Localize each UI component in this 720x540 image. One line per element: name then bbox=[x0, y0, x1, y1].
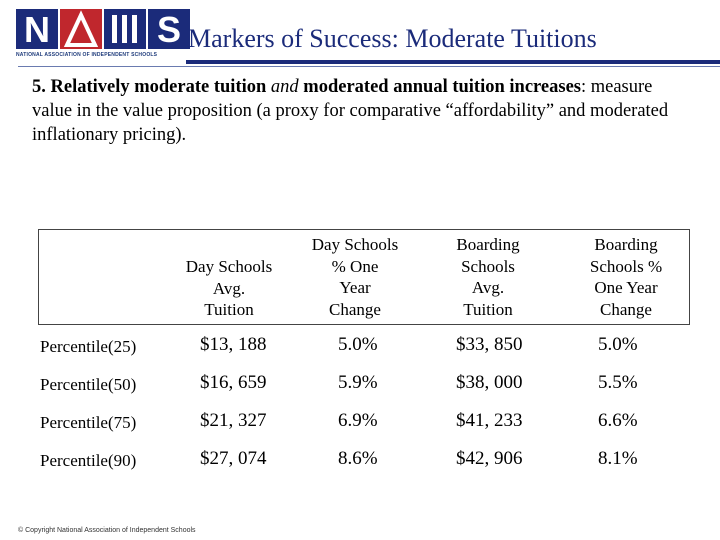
table-cell: $41, 233 bbox=[456, 410, 523, 431]
table-cell: 6.9% bbox=[338, 410, 378, 431]
table-cell: $16, 659 bbox=[200, 372, 267, 393]
table-cell: $42, 906 bbox=[456, 448, 523, 469]
intro-lead-1: 5. Relatively moderate tuition bbox=[32, 77, 271, 97]
copyright-footer: © Copyright National Association of Inde… bbox=[18, 527, 196, 534]
slide-header: N S NATIONAL ASSOCIATION OF INDEPENDENT … bbox=[0, 0, 720, 67]
table-cell: 5.9% bbox=[338, 372, 378, 393]
col-header-boarding-change: Boarding Schools % One Year Change bbox=[589, 235, 663, 319]
nais-logo-icon: N S bbox=[16, 9, 190, 50]
col-header-day-change: Day Schools % One Year Change bbox=[311, 235, 399, 319]
table-cell: 5.0% bbox=[338, 334, 378, 355]
row-label: Percentile(90) bbox=[40, 451, 137, 470]
table-cell: $38, 000 bbox=[456, 372, 523, 393]
table-cell: 5.0% bbox=[598, 334, 638, 355]
intro-rest: : measure value in the value proposition… bbox=[32, 77, 669, 145]
header-divider bbox=[18, 66, 720, 67]
svg-text:S: S bbox=[157, 9, 181, 50]
table-cell: $33, 850 bbox=[456, 334, 523, 355]
intro-lead-italic: and bbox=[270, 77, 299, 97]
table-cell: $13, 188 bbox=[200, 334, 267, 355]
page-title: Markers of Success: Moderate Tuitions bbox=[188, 24, 597, 53]
table-header-frame bbox=[38, 229, 690, 325]
table-cell: 8.6% bbox=[338, 448, 378, 469]
table-cell: 6.6% bbox=[598, 410, 638, 431]
row-label: Percentile(50) bbox=[40, 375, 137, 394]
table-cell: 5.5% bbox=[598, 372, 638, 393]
logo-subtext: NATIONAL ASSOCIATION OF INDEPENDENT SCHO… bbox=[16, 52, 158, 58]
intro-paragraph: 5. Relatively moderate tuition and moder… bbox=[32, 75, 692, 147]
table-cell: $21, 327 bbox=[200, 410, 267, 431]
table-cell: $27, 074 bbox=[200, 448, 267, 469]
intro-lead-2: moderated annual tuition increases bbox=[298, 77, 581, 97]
col-header-boarding-avg: Boarding Schools Avg. Tuition bbox=[456, 235, 520, 319]
row-label: Percentile(75) bbox=[40, 413, 137, 432]
table-cell: 8.1% bbox=[598, 448, 638, 469]
col-header-day-avg: Day Schools Avg. Tuition bbox=[185, 257, 273, 319]
svg-text:N: N bbox=[24, 9, 50, 50]
header-rule bbox=[186, 60, 720, 64]
nais-logo: N S NATIONAL ASSOCIATION OF INDEPENDENT … bbox=[16, 9, 190, 59]
row-label: Percentile(25) bbox=[40, 337, 137, 356]
